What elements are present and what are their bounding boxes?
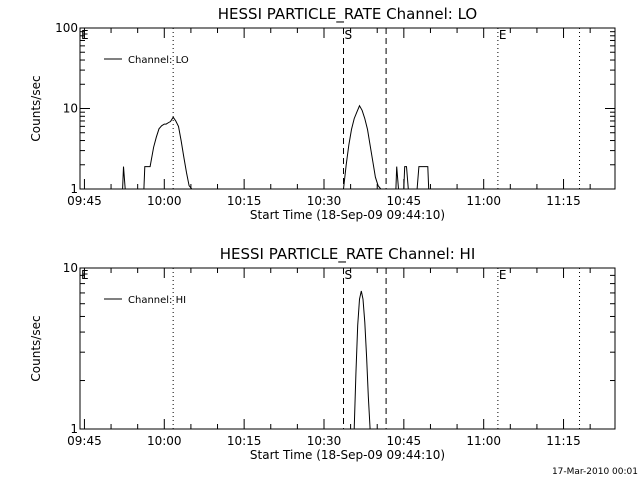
plot-frame [79,27,616,190]
x-tick-label: 10:00 [147,194,182,208]
x-tick-label: 11:15 [546,194,581,208]
y-axis-label: Counts/sec [29,75,43,141]
marker-label: S [345,268,353,282]
y-axis-label: Counts/sec [29,315,43,381]
legend-label: Channel: LO [128,55,189,66]
x-axis-label: Start Time (18-Sep-09 09:44:10) [250,208,445,222]
x-tick-label: 11:15 [546,434,581,448]
x-tick-label: 10:45 [387,194,422,208]
x-tick-label: 11:00 [466,194,501,208]
footer-timestamp: 17-Mar-2010 00:01 [552,467,638,477]
x-tick-label: 10:45 [387,434,422,448]
x-tick-label: 10:15 [227,434,262,448]
plot-frame [79,267,616,430]
x-tick-label: 09:45 [67,434,102,448]
y-tick-label: 1 [70,422,78,436]
series-line [353,290,371,430]
panel-hi: HESSI PARTICLE_RATE Channel: HI 1 10 09:45 1… [29,245,616,462]
panel-lo: HESSI PARTICLE_RATE Channel: LO 1 10 100 09:… [29,5,616,222]
y-tick-label: 10 [63,102,78,116]
chart-title: HESSI PARTICLE_RATE Channel: HI [220,245,476,264]
x-tick-label: 09:45 [67,194,102,208]
x-tick-label: 11:00 [466,434,501,448]
marker-label: E [81,268,89,282]
series-line [122,104,430,190]
x-axis-label: Start Time (18-Sep-09 09:44:10) [250,448,445,462]
marker-label: E [499,28,507,42]
legend-label: Channel: HI [128,295,186,306]
marker-label: E [81,28,89,42]
x-tick-label: 10:00 [147,434,182,448]
marker-label: S [345,28,353,42]
x-tick-label: 10:30 [307,434,342,448]
chart-title: HESSI PARTICLE_RATE Channel: LO [218,5,477,24]
y-tick-label: 1 [70,182,78,196]
x-tick-label: 10:30 [307,194,342,208]
marker-label: E [499,268,507,282]
y-tick-label: 100 [55,21,78,35]
y-tick-label: 10 [63,261,78,275]
x-tick-label: 10:15 [227,194,262,208]
